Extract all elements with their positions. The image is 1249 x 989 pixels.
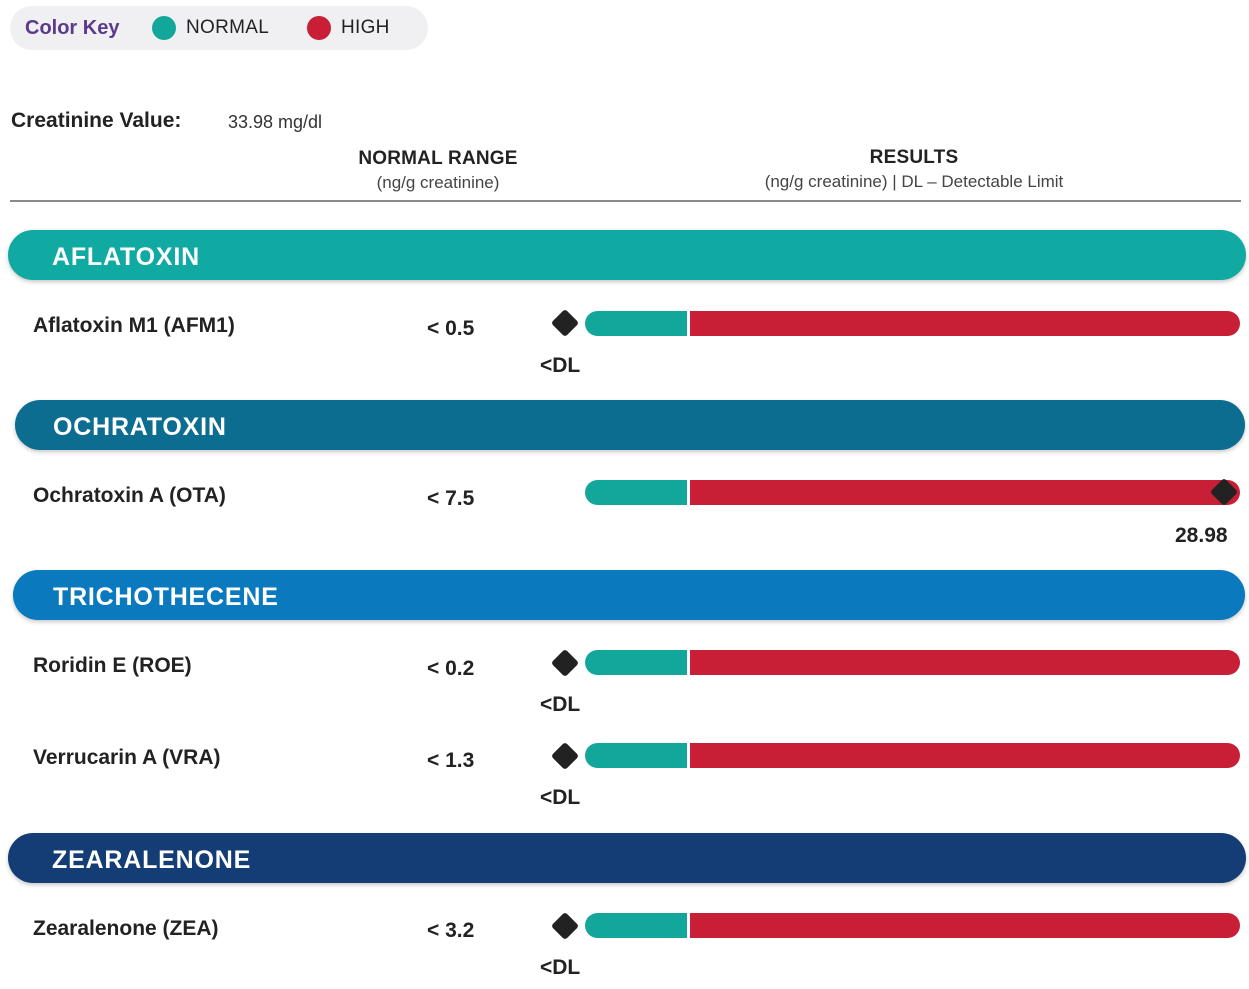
section-title-aflatoxin: AFLATOXIN: [52, 243, 200, 271]
color-key-normal-label: NORMAL: [186, 17, 270, 38]
normal-bar-afm1: [585, 311, 687, 336]
result-value-roe: <DL: [540, 693, 581, 716]
header-divider: [10, 200, 1241, 202]
result-value-afm1: <DL: [540, 354, 581, 377]
result-value-vra: <DL: [540, 786, 581, 809]
row-range-roe: < 0.2: [427, 657, 475, 680]
high-bar-roe: [690, 650, 1240, 675]
normal-range-subheader: (ng/g creatinine): [376, 173, 500, 192]
results-header: RESULTS: [869, 147, 959, 168]
normal-range-header: NORMAL RANGE: [358, 148, 518, 169]
result-marker-zea: [550, 911, 580, 941]
teal-dot-icon: [152, 16, 176, 40]
result-marker-vra: [550, 741, 580, 771]
color-key-high-label: HIGH: [341, 17, 390, 38]
section-band-zearalenone: ZEARALENONE: [8, 833, 1246, 883]
row-name-vra: Verrucarin A (VRA): [33, 746, 221, 769]
result-marker-roe: [550, 648, 580, 678]
result-marker-afm1: [550, 308, 580, 338]
high-bar-ota: [690, 480, 1240, 505]
creatinine-label: Creatinine Value:: [11, 109, 182, 132]
section-band-ochratoxin: OCHRATOXIN: [15, 400, 1245, 450]
creatinine-value: 33.98 mg/dl: [228, 112, 323, 132]
row-range-ota: < 7.5: [427, 487, 475, 510]
normal-bar-zea: [585, 913, 687, 938]
red-dot-icon: [307, 16, 331, 40]
section-title-ochratoxin: OCHRATOXIN: [53, 413, 227, 441]
high-bar-afm1: [690, 311, 1240, 336]
row-name-roe: Roridin E (ROE): [33, 654, 192, 677]
section-band-aflatoxin: AFLATOXIN: [8, 230, 1246, 280]
row-name-ota: Ochratoxin A (OTA): [33, 484, 226, 507]
result-value-ota: 28.98: [1175, 524, 1228, 547]
row-range-zea: < 3.2: [427, 919, 475, 942]
color-key-title: Color Key: [25, 17, 120, 39]
section-title-zearalenone: ZEARALENONE: [52, 846, 252, 874]
row-range-afm1: < 0.5: [427, 317, 475, 340]
high-bar-vra: [690, 743, 1240, 768]
color-key: Color Key NORMAL HIGH: [10, 6, 428, 50]
row-name-afm1: Aflatoxin M1 (AFM1): [33, 314, 235, 337]
results-subheader: (ng/g creatinine) | DL – Detectable Limi…: [764, 172, 1064, 191]
normal-bar-vra: [585, 743, 687, 768]
normal-bar-ota: [585, 480, 687, 505]
section-band-trichothecene: TRICHOTHECENE: [13, 570, 1245, 620]
high-bar-zea: [690, 913, 1240, 938]
row-range-vra: < 1.3: [427, 749, 475, 772]
normal-bar-roe: [585, 650, 687, 675]
row-name-zea: Zearalenone (ZEA): [33, 917, 219, 940]
section-title-trichothecene: TRICHOTHECENE: [53, 583, 279, 611]
result-value-zea: <DL: [540, 956, 581, 979]
